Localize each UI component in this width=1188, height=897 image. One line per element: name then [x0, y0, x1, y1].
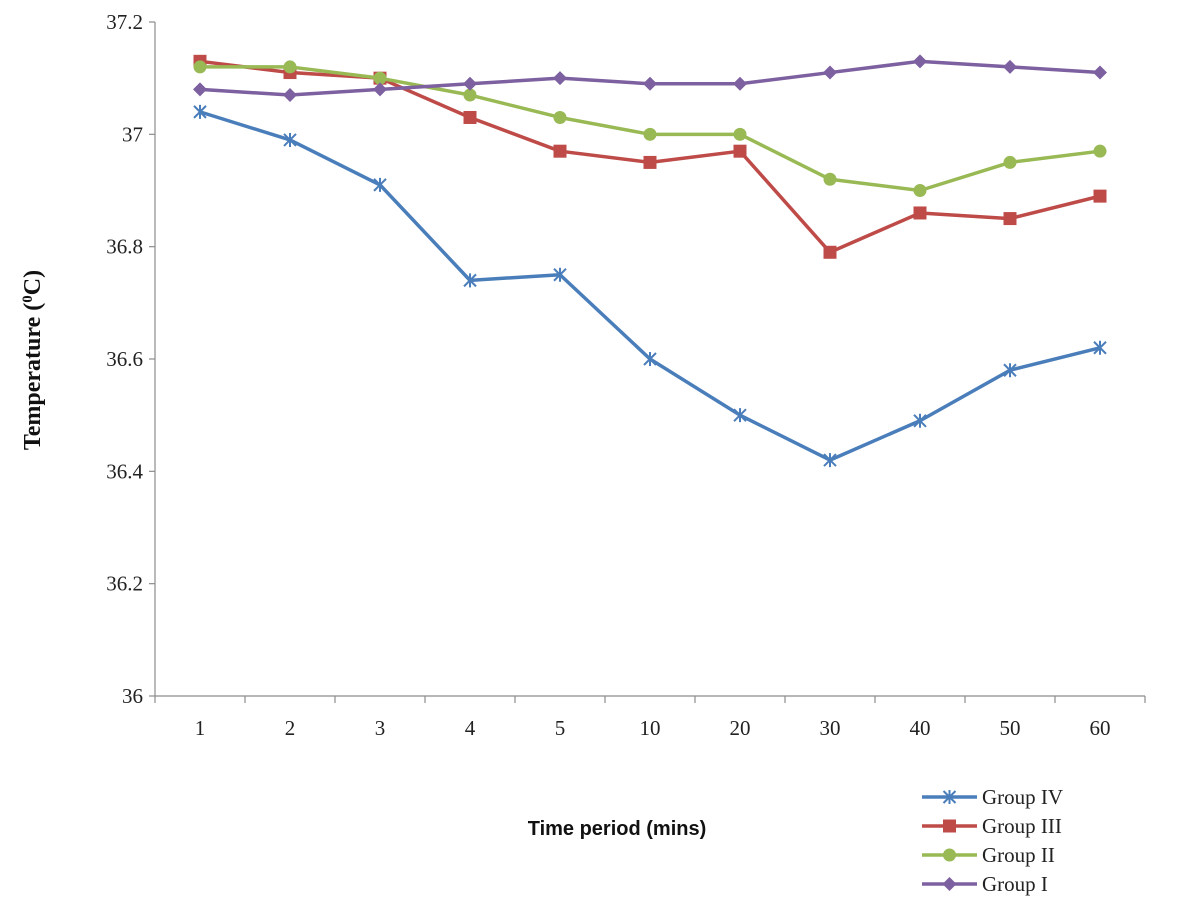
data-point [913, 54, 927, 69]
data-point [913, 184, 927, 197]
data-point [463, 273, 477, 288]
data-point [823, 453, 837, 468]
data-point [283, 132, 297, 147]
data-point [463, 110, 477, 124]
data-point [823, 245, 837, 259]
data-point [823, 172, 837, 186]
x-tick-label: 4 [465, 716, 476, 740]
data-point [283, 60, 297, 74]
data-point [1093, 65, 1107, 80]
data-point [823, 65, 837, 80]
data-point [193, 104, 207, 119]
x-tick-label: 40 [910, 716, 931, 740]
series-group-iv [193, 104, 1107, 468]
data-point [553, 144, 567, 158]
legend-item: Group II [922, 843, 1055, 867]
legend-swatch-marker [943, 848, 956, 862]
x-tick-label: 60 [1090, 716, 1111, 740]
x-axis-title: Time period (mins) [528, 818, 707, 840]
legend: Group IV Group III Group II Group I [922, 785, 1063, 896]
legend-label: Group IV [982, 785, 1063, 809]
legend-swatch-marker [943, 819, 956, 833]
y-axis-title-superscript: 0 [20, 295, 36, 303]
data-point [463, 88, 477, 102]
data-point [283, 88, 297, 103]
data-point [733, 144, 747, 158]
x-tick-label: 3 [375, 716, 386, 740]
data-point [643, 155, 657, 169]
y-tick-label: 36.8 [106, 235, 143, 259]
data-point [193, 82, 207, 97]
x-tick-label: 1 [195, 716, 206, 740]
data-point [463, 76, 477, 91]
data-point [643, 352, 657, 366]
legend-label: Group III [982, 814, 1062, 838]
data-point [733, 127, 747, 141]
x-tick-label: 10 [640, 716, 661, 740]
data-point [733, 76, 747, 91]
y-tick-label: 36.6 [106, 347, 143, 371]
data-point [643, 127, 657, 141]
data-point [1093, 144, 1107, 158]
legend-swatch-marker [942, 790, 957, 804]
x-ticks: 1 2 3 4 5 10 20 30 40 50 60 [154, 696, 1146, 740]
y-tick-label: 36 [122, 684, 143, 708]
data-point [913, 206, 927, 220]
data-point [373, 82, 387, 97]
data-point [1003, 363, 1017, 378]
data-point [1003, 59, 1017, 74]
data-point [643, 76, 657, 91]
data-point [373, 177, 387, 192]
x-tick-label: 20 [730, 716, 751, 740]
series-layer [193, 54, 1107, 468]
data-point [1093, 189, 1107, 203]
data-point [193, 60, 207, 74]
x-tick-label: 30 [820, 716, 841, 740]
data-point [373, 71, 387, 85]
y-tick-label: 36.2 [106, 572, 143, 596]
data-point [1093, 340, 1107, 355]
data-point [553, 267, 567, 282]
y-ticks: 36 36.2 36.4 36.6 36.8 37 37.2 [106, 10, 155, 708]
legend-item: Group I [922, 872, 1048, 896]
data-point [1003, 155, 1017, 169]
legend-item: Group III [922, 814, 1062, 838]
data-point [733, 408, 747, 423]
x-tick-label: 2 [285, 716, 296, 740]
data-point [553, 110, 567, 124]
x-tick-label: 50 [1000, 716, 1021, 740]
legend-item: Group IV [922, 785, 1063, 809]
y-axis-title: Temperature (0C) [20, 270, 46, 450]
legend-label: Group I [982, 872, 1048, 896]
legend-swatch-marker [942, 877, 957, 891]
data-point [913, 413, 927, 428]
data-point [553, 71, 567, 86]
data-point [1003, 212, 1017, 226]
y-tick-label: 37 [122, 122, 143, 146]
series-group-i [193, 54, 1107, 103]
y-tick-label: 37.2 [106, 10, 143, 34]
x-tick-label: 5 [555, 716, 566, 740]
legend-label: Group II [982, 843, 1055, 867]
series-group-ii [193, 60, 1107, 197]
y-tick-label: 36.4 [106, 459, 143, 483]
